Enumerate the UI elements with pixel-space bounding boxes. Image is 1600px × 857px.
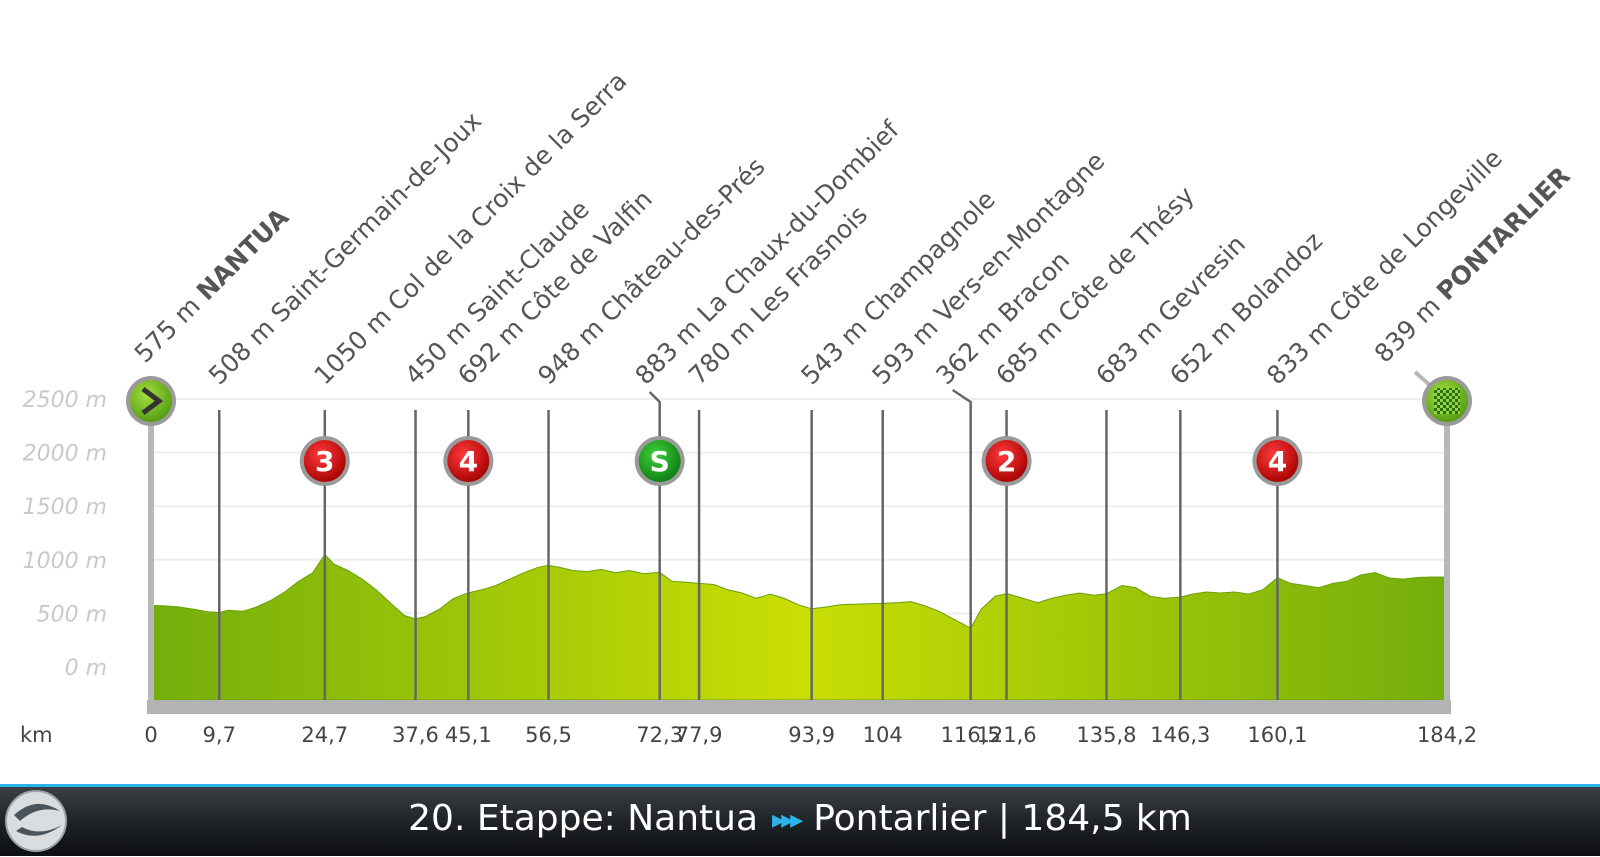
waypoint-elevation: 833 m [1261,308,1344,391]
waypoint-elevation: 683 m [1090,308,1173,391]
badge-label: 3 [315,445,334,478]
y-tick-label: 0 m [65,656,107,681]
x-tick-label: 146,3 [1150,723,1210,747]
waypoint-elevation: 543 m [795,308,878,391]
badge-label: 2 [997,445,1016,478]
x-tick-label: 56,5 [525,723,572,747]
waypoint-name: Saint-Germain-de-Joux [265,106,487,328]
x-tick-label: 121,6 [976,723,1036,747]
x-tick-label: 116,5 [941,723,1001,747]
y-axis-ticks: 0 m 500 m 1000 m 1500 m 2000 m 2500 m [23,388,107,681]
badge-label: S [650,445,670,478]
x-axis-ticks: 0 9,7 24,7 37,6 45,1 56,5 72,377,9 93,9 104 116,5… [144,723,1477,747]
climb-category-badge [985,440,1028,482]
x-tick-label: 160,1 [1247,723,1307,747]
broadcaster-logo-icon [5,790,67,852]
start-badge [130,380,172,422]
x-tick-label: 24,7 [301,723,348,747]
y-tick-label: 2500 m [23,388,107,413]
x-tick-label: 37,6 [392,723,439,747]
leader-line [1413,370,1433,388]
stage-title-bar: 20. Etappe: Nantua ▸▸▸ Pontarlier | 184,5 … [0,784,1600,856]
badge-label: 4 [459,445,478,478]
waypoint-elevation: 575 m [129,286,212,369]
x-tick-label: 104 [863,723,903,747]
x-tick-label: 72,3 [636,723,683,747]
distance-label: | 184,5 km [997,798,1192,839]
profile-layer [147,404,1451,714]
x-tick-label: 184,2 [1417,723,1477,747]
direction-arrows-icon: ▸▸▸ [772,805,803,835]
leader-line [648,391,661,410]
waypoint-name: NANTUA [191,202,295,306]
finish-town: Pontarlier [813,798,987,839]
finish-pole [1444,404,1450,700]
x-tick-label: 9,7 [203,723,236,747]
x-tick-label: 77,9 [676,723,723,747]
climb-category-badge [303,440,346,482]
y-tick-label: 2000 m [23,442,107,467]
x-tick-label: 135,8 [1076,723,1136,747]
leader-line [951,388,972,410]
y-tick-label: 500 m [37,602,107,627]
waypoint-elevation: 839 m [1369,286,1452,369]
stage-label: 20. Etappe: [408,798,616,839]
start-pole [148,404,154,700]
x-tick-label: 0 [144,723,157,747]
finish-flag-icon [1434,388,1460,414]
x-axis-unit-label: km [20,723,53,747]
climb-category-badge [1256,440,1299,482]
waypoint-elevation: 948 m [532,308,615,391]
x-tick-label: 45,1 [445,723,492,747]
stage-title: 20. Etappe: Nantua ▸▸▸ Pontarlier | 184,5 … [0,793,1600,846]
start-arrow-icon [141,387,164,415]
start-town: Nantua [627,798,759,839]
distance-axis-bar [147,700,1451,714]
x-tick-label: 93,9 [788,723,835,747]
y-tick-label: 1000 m [23,549,107,574]
category-badges: 3 4 S 2 4 [126,376,1472,486]
waypoint-elevation: 1050 m [309,296,403,390]
climb-category-badge [447,440,490,482]
elevation-profile-area [150,553,1448,701]
y-tick-label: 1500 m [23,495,107,520]
badge-label: 4 [1268,445,1287,478]
sprint-badge [638,440,681,482]
waypoint-elevation: 508 m [203,308,286,391]
